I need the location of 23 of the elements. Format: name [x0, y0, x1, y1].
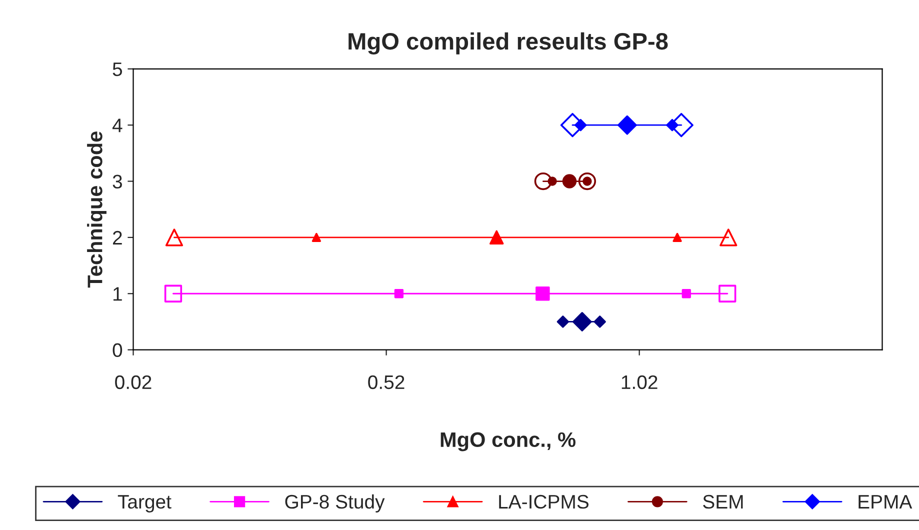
y-tick-label: 4: [112, 118, 122, 132]
x-tick-label: 0.52: [368, 375, 404, 390]
x-tick-label: 1.02: [622, 375, 658, 390]
y-tick-label: 5: [112, 62, 122, 76]
legend-label: EPMA: [858, 495, 912, 508]
y-tick-label: 3: [112, 174, 122, 188]
chart-title: MgO compiled reseults GP-8: [348, 32, 668, 54]
point: [536, 286, 550, 301]
x-axis-title: MgO conc., %: [440, 432, 576, 452]
y-tick-label: 1: [114, 287, 122, 301]
point: [490, 230, 504, 245]
point: [594, 316, 606, 328]
x-tick-label: 0.02: [115, 375, 152, 390]
point: [556, 316, 570, 328]
point: [617, 115, 637, 135]
point: [562, 174, 577, 188]
y-tick-label: 2: [113, 230, 122, 244]
legend-label: LA-ICPMS: [499, 494, 588, 509]
legend-label: SEM: [703, 494, 743, 509]
y-axis-title: Technique code: [87, 132, 106, 288]
legend-label: GP-8 Study: [285, 494, 385, 512]
legend-label: Target: [118, 495, 172, 512]
y-tick-label: 0: [112, 343, 122, 358]
